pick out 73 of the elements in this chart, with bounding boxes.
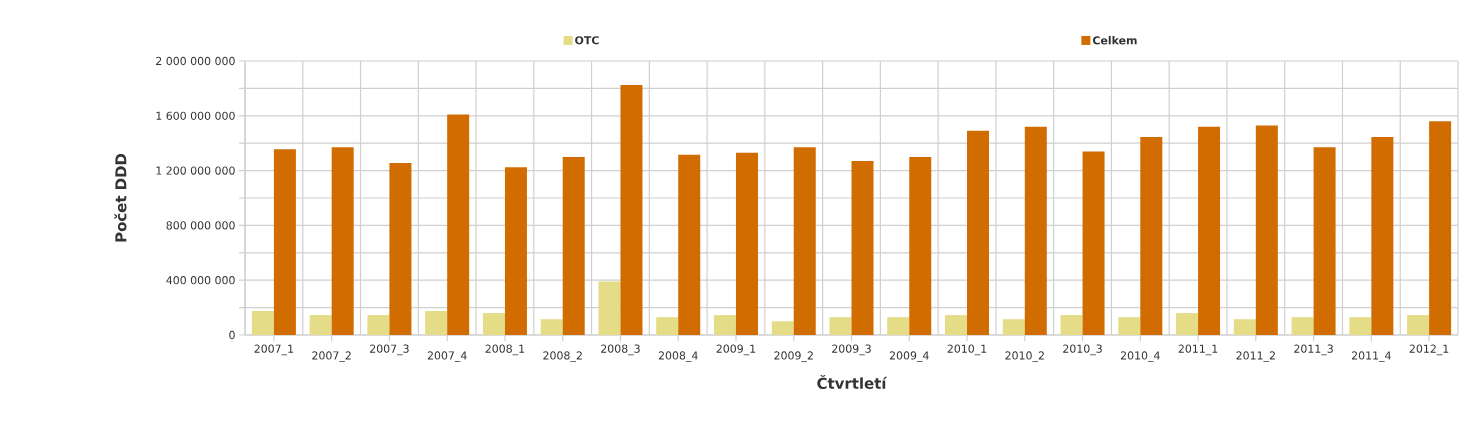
x-tick-label: 2009_2 — [774, 351, 813, 363]
bar — [909, 156, 932, 335]
y-tick-label: 800 000 000 — [166, 221, 235, 230]
x-tick-label: 2010_1 — [947, 344, 987, 356]
x-tick-label: 2010_2 — [1005, 351, 1044, 363]
x-tick-label: 2008_1 — [485, 344, 525, 356]
x-tick-label: 2007_4 — [427, 351, 467, 363]
bar — [309, 315, 332, 335]
bar — [425, 311, 448, 335]
x-tick-label: 2009_3 — [832, 344, 871, 356]
x-tick-label: 2011_1 — [1178, 344, 1218, 356]
bar — [1024, 126, 1047, 335]
x-tick-label: 2007_2 — [312, 351, 351, 363]
y-axis-title: Počet DDD — [114, 153, 127, 242]
bar — [540, 319, 563, 335]
legend-label: OTC — [575, 36, 599, 45]
bar — [562, 156, 585, 335]
legend-label: Celkem — [1092, 36, 1137, 45]
bar — [1140, 137, 1163, 335]
bar — [1198, 126, 1221, 335]
bar — [1002, 319, 1025, 335]
bar — [967, 130, 990, 335]
x-axis-title: Čtvrtletí — [817, 374, 888, 389]
bar — [1255, 125, 1278, 335]
bar — [331, 147, 354, 335]
x-tick-label: 2011_4 — [1351, 351, 1391, 363]
bar — [367, 315, 390, 335]
bar — [735, 152, 758, 335]
x-tick-label: 2009_4 — [889, 351, 929, 363]
x-tick-label: 2011_3 — [1294, 344, 1333, 356]
bar — [1313, 147, 1336, 335]
x-tick-label: 2010_3 — [1063, 344, 1102, 356]
bar — [793, 147, 816, 335]
x-tick-label: 2011_2 — [1236, 351, 1275, 363]
bar — [656, 317, 679, 335]
x-tick-label: 2007_3 — [370, 344, 409, 356]
x-tick-label: 2012_1 — [1409, 344, 1449, 356]
x-tick-label: 2008_4 — [658, 351, 698, 363]
x-tick-label: 2008_3 — [601, 344, 640, 356]
bar — [389, 163, 412, 335]
bar — [713, 315, 736, 335]
bar — [598, 281, 621, 335]
bar — [482, 313, 505, 335]
bar — [620, 84, 643, 335]
bar — [251, 311, 274, 335]
bar — [945, 315, 968, 335]
bar — [1407, 315, 1430, 335]
bar — [887, 317, 910, 335]
y-tick-label: 400 000 000 — [166, 276, 235, 285]
x-tick-label: 2010_4 — [1120, 351, 1160, 363]
y-tick-label: 0 — [229, 330, 235, 340]
bar — [1176, 313, 1199, 335]
bar — [273, 149, 296, 335]
bar — [1291, 317, 1314, 335]
bar — [771, 321, 794, 335]
bar — [1060, 315, 1083, 335]
bar — [829, 317, 852, 335]
bar — [1349, 317, 1372, 335]
bar — [1082, 151, 1105, 335]
bar — [1371, 137, 1394, 335]
x-tick-label: 2009_1 — [716, 344, 756, 356]
y-tick-label: 2 000 000 000 — [156, 56, 235, 66]
bar — [678, 154, 701, 335]
bar — [1429, 121, 1452, 335]
x-tick-label: 2008_2 — [543, 351, 582, 363]
bar — [1118, 317, 1141, 335]
bar — [1233, 319, 1256, 335]
bar — [851, 160, 874, 335]
bar — [447, 114, 470, 335]
bar — [504, 167, 527, 335]
x-tick-label: 2007_1 — [254, 344, 294, 356]
y-tick-label: 1 200 000 000 — [156, 166, 235, 175]
y-tick-label: 1 600 000 000 — [156, 111, 235, 120]
